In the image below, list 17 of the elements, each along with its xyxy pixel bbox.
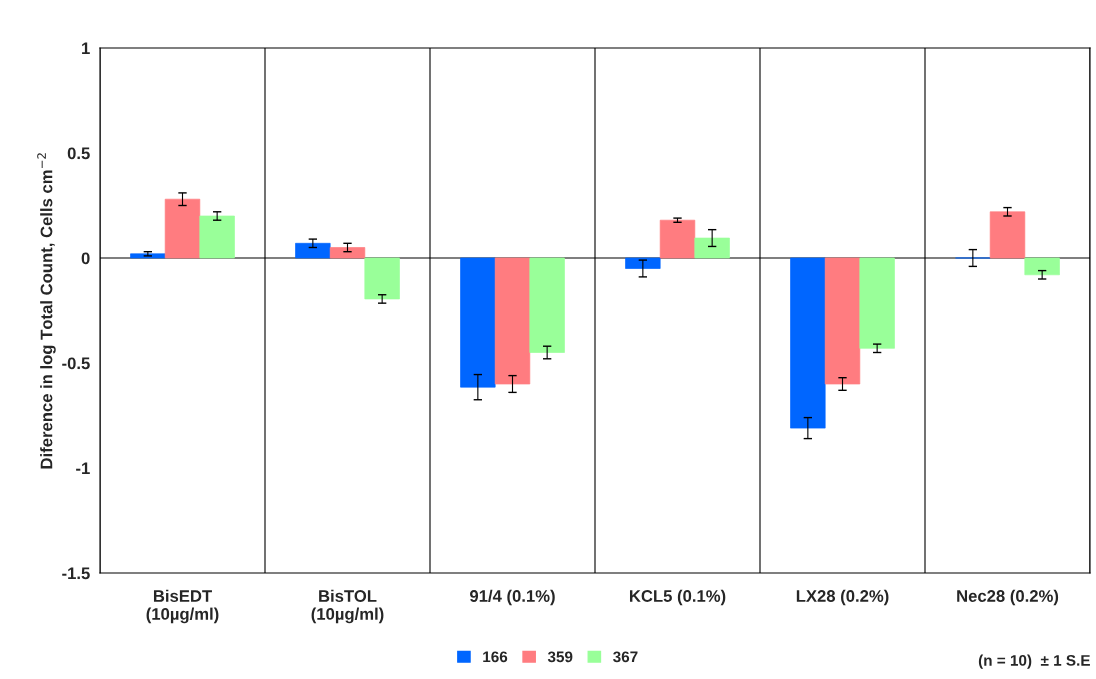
y-axis-title: Diference in log Total Count, Cells cm$^{−2}$ (37, 153, 56, 469)
x-tick-label: 91/4 (0.1%) (470, 589, 555, 606)
text: (n = 10) ± 1 S.E (978, 654, 1090, 669)
x-tick-label: BisTOL (10µg/ml) (311, 589, 384, 624)
x-tick-label: BisEDT (10µg/ml) (146, 589, 219, 624)
x-tick-label: KCL5 (0.1%) (630, 589, 726, 606)
legend-label: 367 (613, 651, 638, 663)
x-tick-label: Nec28 (0.2%) (957, 589, 1059, 606)
x-tick-label: LX28 (0.2%) (796, 589, 889, 606)
y-tick-label: 1 (82, 42, 90, 55)
y-tick-label: -1 (76, 462, 90, 475)
legend-label: 166 (483, 651, 508, 663)
legend-label: 359 (547, 651, 573, 663)
y-tick-label: -0.5 (62, 357, 90, 370)
y-tick-label: 0 (81, 252, 90, 265)
y-tick-label: -1.5 (62, 567, 90, 580)
y-tick-label: 0.5 (67, 147, 90, 160)
